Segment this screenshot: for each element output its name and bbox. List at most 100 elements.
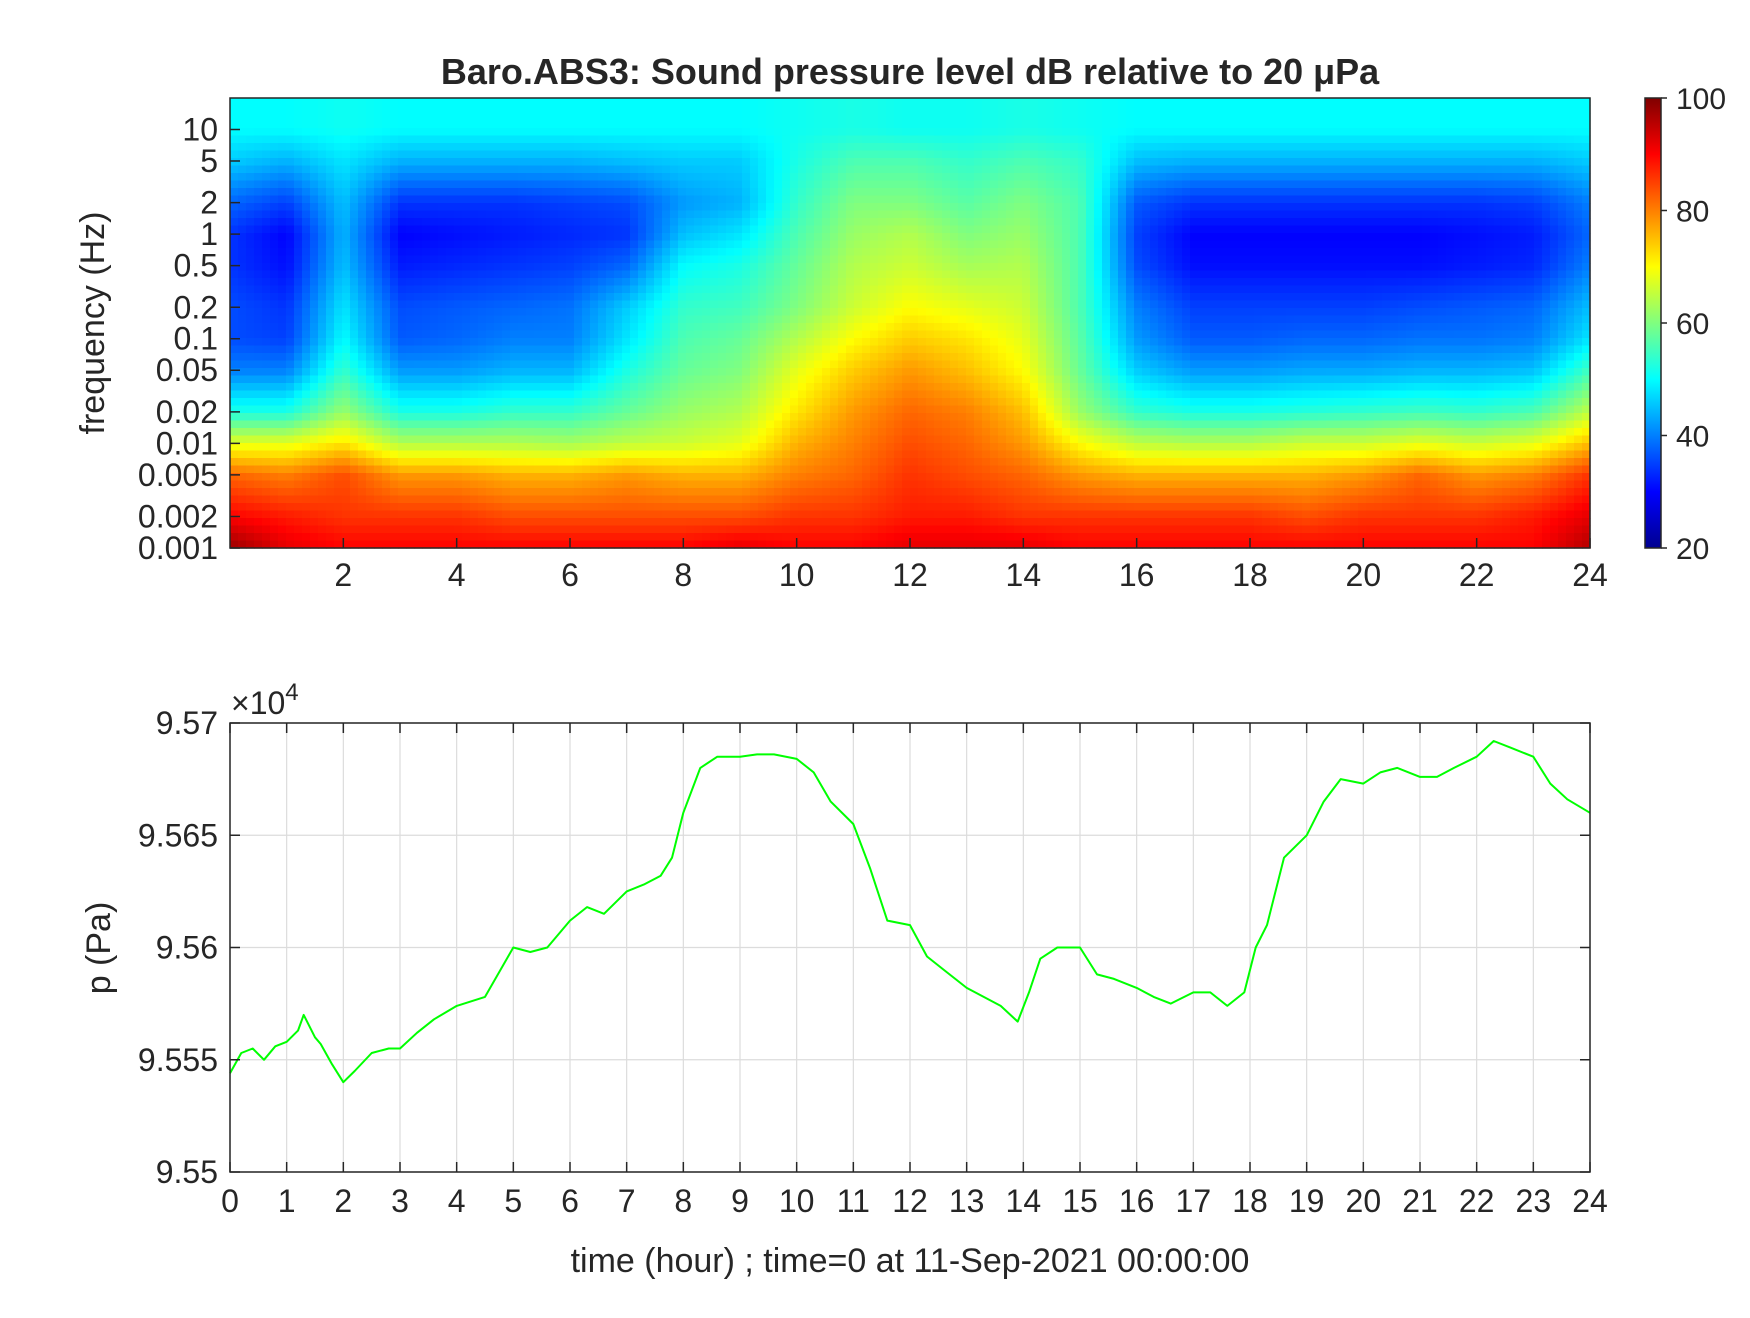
spectrogram-cell — [718, 158, 727, 167]
spectrogram-cell — [654, 255, 663, 264]
spectrogram-cell — [598, 300, 607, 309]
spectrogram-cell — [806, 300, 815, 309]
spectrogram-cell — [550, 158, 559, 167]
spectrogram-cell — [350, 225, 359, 234]
spectrogram-cell — [790, 533, 799, 542]
spectrogram-cell — [670, 413, 679, 422]
spectrogram-cell — [814, 450, 823, 459]
spectrogram-cell — [414, 135, 423, 144]
spectrogram-cell — [574, 188, 583, 197]
spectrogram-cell — [654, 330, 663, 339]
spectrogram-cell — [726, 180, 735, 189]
spectrogram-cell — [694, 518, 703, 527]
spectrogram-cell — [574, 533, 583, 542]
spectrogram-cell — [446, 345, 455, 354]
spectrogram-cell — [734, 293, 743, 302]
spectrogram-cell — [806, 128, 815, 137]
spectrogram-cell — [790, 540, 799, 549]
spectrogram-cell — [358, 518, 367, 527]
spectrogram-cell — [246, 443, 255, 452]
spectrogram-cell — [350, 113, 359, 122]
spectrogram-cell — [686, 338, 695, 347]
spectrogram-cell — [286, 420, 295, 429]
spectrogram-cell — [822, 98, 831, 107]
spectrogram-cell — [846, 195, 855, 204]
spectrogram-cell — [350, 353, 359, 362]
spectrogram-cell — [686, 533, 695, 542]
spectrogram-cell — [326, 420, 335, 429]
spectrogram-cell — [830, 503, 839, 512]
spectrogram-cell — [822, 233, 831, 242]
spectrogram-cell — [262, 120, 271, 129]
spectrogram-cell — [262, 113, 271, 122]
spectrogram-cell — [894, 158, 903, 167]
spectrogram-cell — [686, 173, 695, 182]
spectrogram-cell — [846, 158, 855, 167]
spectrogram-cell — [846, 248, 855, 257]
spectrogram-cell — [558, 113, 567, 122]
spectrogram-cell — [502, 420, 511, 429]
spectrogram-cell — [270, 330, 279, 339]
spectrogram-cell — [310, 450, 319, 459]
spectrogram-cell — [414, 255, 423, 264]
spectrogram-cell — [382, 105, 391, 114]
spectrogram-cell — [542, 188, 551, 197]
spectrogram-cell — [678, 473, 687, 482]
spectrogram-cell — [534, 120, 543, 129]
spectrogram-cell — [230, 285, 239, 294]
spectrogram-cell — [326, 510, 335, 519]
spectrogram-cell — [382, 225, 391, 234]
spectrogram-cell — [758, 180, 767, 189]
spectrogram-cell — [878, 240, 887, 249]
spectrogram-cell — [470, 368, 479, 377]
spectrogram-cell — [414, 203, 423, 212]
spectrogram-cell — [462, 113, 471, 122]
spectrogram-cell — [270, 450, 279, 459]
spectrogram-cell — [686, 180, 695, 189]
spectrogram-cell — [654, 465, 663, 474]
spectrogram-cell — [742, 105, 751, 114]
spectrogram-cell — [662, 255, 671, 264]
spectrogram-cell — [374, 270, 383, 279]
spectrogram-cell — [310, 128, 319, 137]
spectrogram-cell — [894, 180, 903, 189]
spectrogram-cell — [742, 518, 751, 527]
spectrogram-cell — [614, 195, 623, 204]
spectrogram-cell — [758, 98, 767, 107]
spectrogram-cell — [374, 248, 383, 257]
spectrogram-cell — [718, 113, 727, 122]
spectrogram-cell — [382, 533, 391, 542]
spectrogram-cell — [806, 240, 815, 249]
spectrogram-cell — [622, 158, 631, 167]
spectrogram-cell — [262, 308, 271, 317]
spectrogram-cell — [494, 525, 503, 534]
spectrogram-cell — [830, 150, 839, 159]
spectrogram-cell — [758, 413, 767, 422]
spectrogram-cell — [438, 158, 447, 167]
spectrogram-cell — [646, 525, 655, 534]
spectrogram-cell — [806, 210, 815, 219]
spectrogram-cell — [766, 210, 775, 219]
spectrogram-cell — [678, 218, 687, 227]
spectrogram-cell — [262, 173, 271, 182]
spectrogram-cell — [390, 278, 399, 287]
spectrogram-cell — [846, 360, 855, 369]
spectrogram-cell — [326, 405, 335, 414]
spectrogram-cell — [718, 270, 727, 279]
spectrogram-cell — [446, 375, 455, 384]
spectrogram-cell — [366, 173, 375, 182]
spectrogram-cell — [886, 98, 895, 107]
spectrogram-cell — [574, 353, 583, 362]
spectrogram-cell — [614, 143, 623, 152]
spectrogram-cell — [710, 263, 719, 272]
spectrogram-cell — [390, 435, 399, 444]
spectrogram-cell — [350, 465, 359, 474]
spectrogram-cell — [870, 398, 879, 407]
spectrogram-cell — [862, 458, 871, 467]
spectrogram-cell — [262, 263, 271, 272]
spectrogram-cell — [878, 188, 887, 197]
spectrogram-cell — [422, 458, 431, 467]
spectrogram-cell — [398, 518, 407, 527]
spectrogram-cell — [406, 105, 415, 114]
spectrogram-cell — [630, 165, 639, 174]
